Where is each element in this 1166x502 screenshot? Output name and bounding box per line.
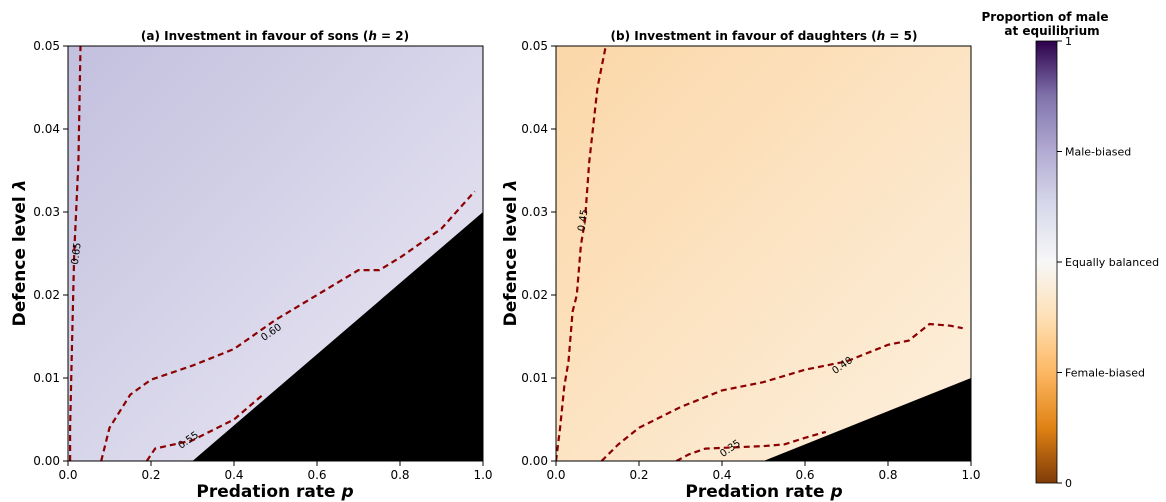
contour-label-a-0: 0.65 [70, 242, 84, 266]
y-tick-label-b-3: 0.03 [521, 205, 548, 219]
y-tick-label-a-1: 0.01 [33, 371, 60, 385]
y-tick-label-a-2: 0.02 [33, 288, 60, 302]
x-tick-label-a-2: 0.4 [224, 468, 243, 482]
panel-b-y-axis-label: Defence level λ [501, 180, 521, 327]
panel-b-axes: 0.0 0.2 0.4 0.6 0.8 1.0 0.00 0.01 0.02 0.03 0.04 0.… [521, 39, 980, 482]
x-tick-label-b-0: 0.0 [546, 468, 565, 482]
panel-a: (a) Investment in favour of sons (h = 2)… [10, 29, 493, 502]
y-tick-label-b-1: 0.01 [521, 371, 548, 385]
panel-b-frame [555, 45, 972, 462]
y-tick-label-b-5: 0.05 [521, 39, 548, 53]
x-tick-label-b-1: 0.2 [629, 468, 648, 482]
y-tick-label-a-4: 0.04 [33, 122, 60, 136]
colorbar-ticks: 1 Male-biased Equally balanced Female-biase… [1057, 35, 1159, 490]
panel-b-title: (b) Investment in favour of daughters (h… [611, 29, 918, 43]
x-tick-label-a-5: 1.0 [473, 468, 492, 482]
panel-a-title: (a) Investment in favour of sons (h = 2) [141, 29, 409, 43]
contour-line-a-1 [100, 190, 476, 461]
colorbar-title-line2: at equilibrium [1004, 24, 1099, 38]
contour-line-b-0 [556, 46, 607, 461]
x-tick-label-b-3: 0.6 [795, 468, 814, 482]
x-tick-label-a-4: 0.8 [390, 468, 409, 482]
x-tick-label-b-5: 1.0 [961, 468, 980, 482]
colorbar-tick-label-1: Male-biased [1065, 146, 1131, 159]
infeasible-region-a [192, 212, 483, 461]
panel-b-background [556, 46, 971, 461]
contour-label-b-0: 0.45 [576, 209, 590, 233]
x-tick-label-a-3: 0.6 [307, 468, 326, 482]
panel-a-y-axis-label: Defence level λ [10, 180, 30, 327]
y-tick-label-b-4: 0.04 [521, 122, 548, 136]
y-tick-label-a-0: 0.00 [33, 454, 60, 468]
contour-line-b-2 [675, 430, 827, 461]
infeasible-region-b [763, 378, 971, 461]
colorbar-tick-label-3: Female-biased [1065, 367, 1145, 380]
colorbar-tick-label-0: 1 [1065, 35, 1072, 48]
panel-b-x-axis-label: Predation rate p [685, 482, 842, 502]
y-tick-label-b-2: 0.02 [521, 288, 548, 302]
colorbar-tick-label-2: Equally balanced [1065, 256, 1159, 269]
x-tick-label-a-0: 0.0 [58, 468, 77, 482]
panel-a-x-axis-label: Predation rate p [196, 482, 353, 502]
panel-a-axes: 0.0 0.2 0.4 0.6 0.8 1.0 0.00 0.01 0.02 0.03 0.04 0.… [33, 39, 492, 482]
colorbar-title-line1: Proportion of male [981, 10, 1108, 24]
y-tick-label-a-5: 0.05 [33, 39, 60, 53]
colorbar: Proportion of male at equilibrium 1 Male-… [981, 10, 1159, 490]
contour-line-b-1 [600, 322, 963, 461]
y-tick-label-a-3: 0.03 [33, 205, 60, 219]
x-tick-label-b-2: 0.4 [712, 468, 731, 482]
contour-line-a-2 [145, 393, 264, 461]
colorbar-tick-label-4: 0 [1065, 477, 1072, 490]
panel-b: (b) Investment in favour of daughters (h… [501, 29, 981, 502]
x-tick-label-b-4: 0.8 [878, 468, 897, 482]
colorbar-gradient [1035, 40, 1058, 484]
y-tick-label-b-0: 0.00 [521, 454, 548, 468]
panel-a-frame [67, 45, 484, 462]
x-tick-label-a-1: 0.2 [141, 468, 160, 482]
